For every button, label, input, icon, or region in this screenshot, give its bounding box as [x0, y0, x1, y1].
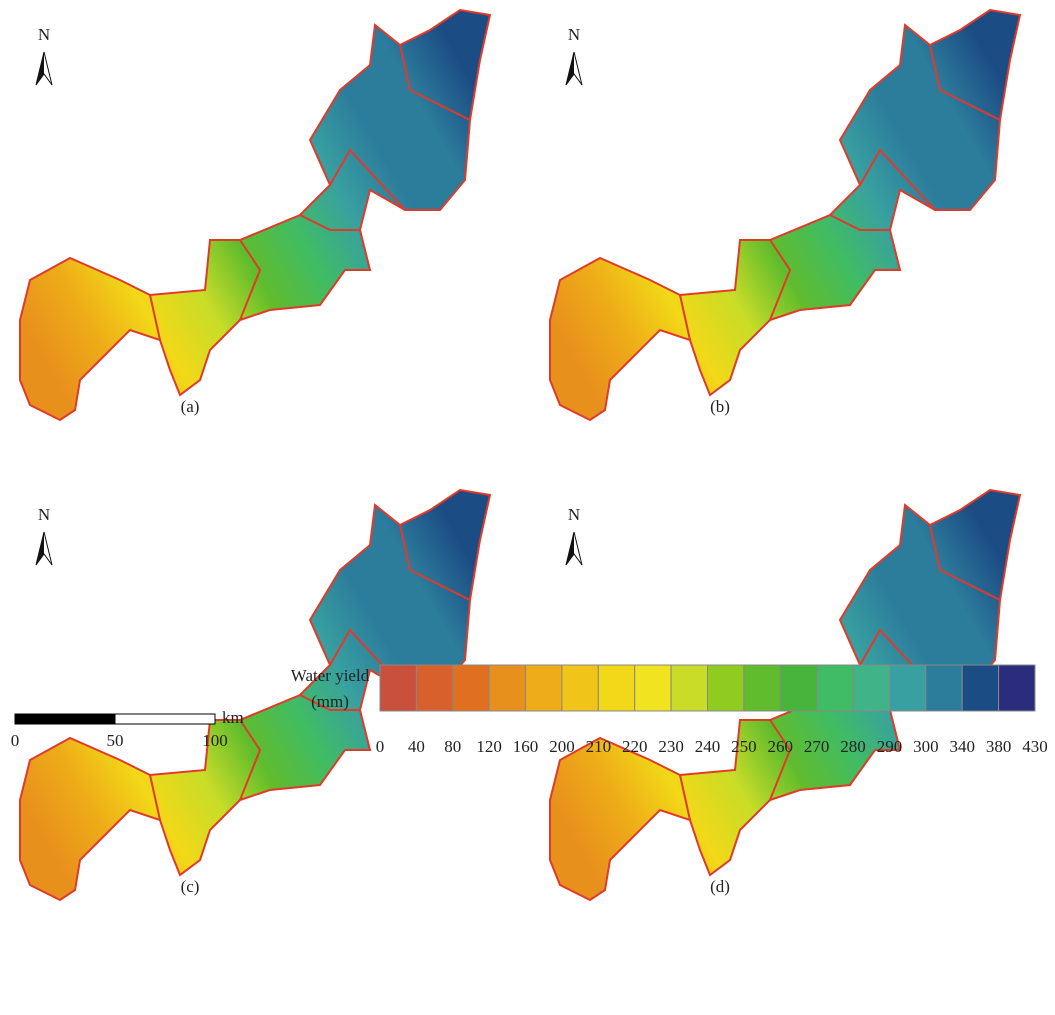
- map-panel: N (a): [19, 9, 491, 421]
- legend-tick-label: 0: [376, 737, 385, 756]
- legend-box: [925, 664, 963, 712]
- north-label: N: [38, 25, 50, 44]
- scale-unit: km: [222, 708, 244, 727]
- legend-box: [888, 664, 927, 712]
- legend-tick-label: 200: [549, 737, 575, 756]
- legend-tick-label: 120: [476, 737, 502, 756]
- legend-tick-label: 210: [586, 737, 612, 756]
- legend-box: [670, 664, 708, 712]
- scale-label: 100: [202, 731, 228, 750]
- legend-tick-label: 240: [695, 737, 721, 756]
- legend-tick-label: 80: [444, 737, 461, 756]
- legend-box: [488, 664, 527, 712]
- legend: Water yield (mm) 0 40 80 120 160 200 210 220 230 24…: [291, 664, 1048, 756]
- legend-tick-label: 250: [731, 737, 757, 756]
- legend-tick-label: 300: [913, 737, 939, 756]
- scale-label: 50: [107, 731, 124, 750]
- legend-tick-label: 220: [622, 737, 648, 756]
- region-map: [549, 9, 1021, 421]
- panel-label: (d): [710, 877, 730, 896]
- north-label: N: [38, 505, 50, 524]
- legend-box: [743, 664, 781, 712]
- legend-box: [597, 664, 636, 712]
- map-panel: N (b): [549, 9, 1021, 421]
- legend-title: (mm): [311, 692, 349, 711]
- legend-box: [816, 664, 854, 712]
- legend-tick-label: 290: [877, 737, 903, 756]
- legend-tick-label: 260: [768, 737, 794, 756]
- scale-segment: [14, 713, 116, 725]
- panel-label: (b): [710, 397, 730, 416]
- legend-box: [707, 664, 745, 712]
- legend-tick-label: 40: [408, 737, 425, 756]
- legend-tick-label: 270: [804, 737, 830, 756]
- panel-label: (a): [181, 397, 200, 416]
- legend-box: [561, 664, 599, 712]
- legend-box: [379, 664, 417, 712]
- legend-box: [779, 664, 818, 712]
- north-label: N: [568, 25, 580, 44]
- legend-title: Water yield: [291, 666, 370, 685]
- legend-tick-label: 280: [840, 737, 866, 756]
- legend-tick-label: 340: [949, 737, 975, 756]
- map-panel: N (c): [19, 489, 491, 901]
- scale-label: 0: [11, 731, 20, 750]
- panels: N (a) N (b) N (c) N (d): [19, 9, 1021, 901]
- legend-tick-label: 230: [658, 737, 684, 756]
- panel-label: (c): [181, 877, 200, 896]
- north-label: N: [568, 505, 580, 524]
- legend-box: [525, 664, 563, 712]
- legend-box: [852, 664, 890, 712]
- legend-box: [634, 664, 672, 712]
- scale-bar: 0 50 100 km: [11, 708, 244, 750]
- region-map: [19, 9, 491, 421]
- legend-tick-label: 160: [513, 737, 539, 756]
- legend-box: [452, 664, 490, 712]
- legend-box: [961, 664, 1000, 712]
- legend-box: [998, 664, 1036, 712]
- legend-tick-label: 380: [986, 737, 1012, 756]
- map-panel: N (d): [549, 489, 1021, 901]
- legend-box: [415, 664, 454, 712]
- legend-tick-label: 430: [1022, 737, 1048, 756]
- scale-segment: [114, 713, 216, 725]
